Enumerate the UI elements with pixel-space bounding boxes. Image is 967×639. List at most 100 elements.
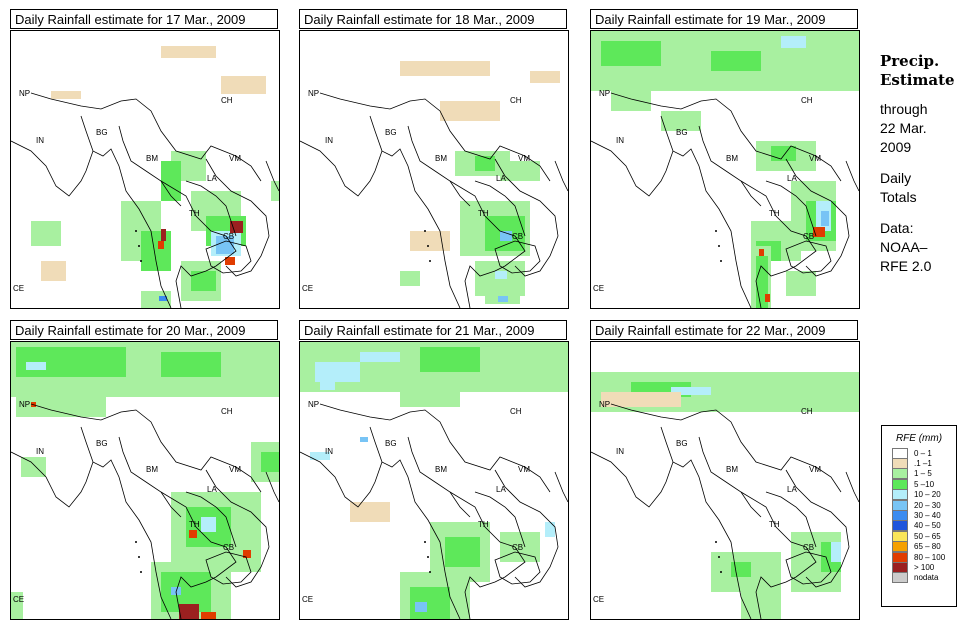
rain-patch xyxy=(161,46,216,58)
legend-item: > 100 xyxy=(892,562,956,573)
island-dot xyxy=(427,245,429,247)
legend-label: 80 – 100 xyxy=(914,552,946,562)
country-label-ch: CH xyxy=(801,96,813,105)
rain-patch xyxy=(360,352,400,362)
country-label-th: TH xyxy=(478,209,489,218)
rain-patch xyxy=(601,41,661,66)
rain-patch xyxy=(500,161,540,181)
legend-label: > 100 xyxy=(914,562,935,572)
country-label-np: NP xyxy=(19,89,30,98)
country-label-vm: VM xyxy=(518,154,530,163)
map-svg: NP CH IN BG BM VM LA TH CB CE xyxy=(300,342,568,619)
country-label-vm: VM xyxy=(809,465,821,474)
boundary-line xyxy=(319,92,551,182)
boundary-line xyxy=(474,180,526,237)
map-panel-19-mar: Daily Rainfall estimate for 19 Mar., 200… xyxy=(590,9,860,309)
country-label-cb: CB xyxy=(223,232,234,241)
rain-patch xyxy=(500,532,540,562)
country-label-cb: CB xyxy=(223,543,234,552)
rainfall-map: NP CH IN BG BM VM LA TH CB CE xyxy=(299,341,569,620)
boundary-line xyxy=(80,115,182,207)
rain-patch xyxy=(161,161,181,201)
rain-patch xyxy=(216,236,234,254)
rain-patch xyxy=(161,229,166,241)
side-caption: Precip. Estimate through 22 Mar. 2009 Da… xyxy=(880,52,966,276)
caption-through: through xyxy=(880,101,928,117)
rain-patch xyxy=(315,362,360,382)
boundary-line xyxy=(785,469,850,588)
rain-patch xyxy=(320,382,335,390)
country-label-vm: VM xyxy=(229,465,241,474)
boundary-line xyxy=(554,471,568,503)
rain-patch xyxy=(189,530,197,538)
country-label-ch: CH xyxy=(801,407,813,416)
legend-item: 0 – 1 xyxy=(892,447,956,459)
legend-label: 0 – 1 xyxy=(914,448,932,458)
rain-patch xyxy=(400,392,460,407)
country-label-bg: BG xyxy=(96,128,108,137)
country-label-th: TH xyxy=(189,520,200,529)
legend-swatch xyxy=(892,458,908,470)
legend-label: .1 –1 xyxy=(914,459,932,469)
boundary-line xyxy=(660,115,762,207)
boundary-line xyxy=(610,403,842,493)
boundary-line xyxy=(591,140,752,308)
caption-totals: Totals xyxy=(880,189,917,205)
country-label-la: LA xyxy=(496,174,506,183)
rain-patch xyxy=(16,397,106,417)
rain-patch xyxy=(400,61,490,76)
country-label-ce: CE xyxy=(302,595,313,604)
rain-patch xyxy=(611,91,651,111)
country-label-ch: CH xyxy=(510,407,522,416)
caption-date-day: 22 Mar. xyxy=(880,120,927,136)
country-label-np: NP xyxy=(19,400,30,409)
legend-item: nodata xyxy=(892,572,956,584)
island-dot xyxy=(715,230,717,232)
country-label-ce: CE xyxy=(13,284,24,293)
boundary-line xyxy=(369,115,471,207)
country-label-np: NP xyxy=(599,89,610,98)
boundary-line xyxy=(160,180,237,308)
country-label-in: IN xyxy=(325,136,333,145)
country-label-la: LA xyxy=(207,485,217,494)
boundary-line xyxy=(319,403,551,493)
country-label-bm: BM xyxy=(435,465,447,474)
rain-patch xyxy=(671,387,711,395)
boundary-line xyxy=(265,471,279,503)
boundary-line xyxy=(610,92,842,182)
rain-patch xyxy=(475,156,495,171)
rainfall-map: NP CH IN BG BM VM LA TH CB CE xyxy=(590,30,860,309)
boundary-line xyxy=(494,240,541,274)
rain-patch xyxy=(261,452,279,472)
island-dot xyxy=(140,571,142,573)
rain-patch xyxy=(179,604,199,619)
boundary-line xyxy=(449,491,526,619)
country-label-bg: BG xyxy=(676,128,688,137)
legend-swatch xyxy=(892,447,908,459)
rain-patch xyxy=(410,231,450,251)
rain-patch xyxy=(141,231,171,271)
country-label-la: LA xyxy=(787,174,797,183)
country-label-bg: BG xyxy=(96,439,108,448)
country-label-bg: BG xyxy=(676,439,688,448)
legend-item: 40 – 50 xyxy=(892,520,956,532)
legend-label: 40 – 50 xyxy=(914,521,941,531)
country-label-bg: BG xyxy=(385,439,397,448)
country-label-ch: CH xyxy=(510,96,522,105)
rain-patch xyxy=(230,221,243,233)
island-dot xyxy=(429,260,431,262)
country-label-ce: CE xyxy=(593,595,604,604)
country-label-in: IN xyxy=(616,447,624,456)
legend-swatch xyxy=(892,530,908,542)
panel-title: Daily Rainfall estimate for 17 Mar., 200… xyxy=(10,9,278,29)
rain-patch xyxy=(759,249,764,256)
country-label-vm: VM xyxy=(229,154,241,163)
legend-swatch xyxy=(892,541,908,553)
legend-item: 20 – 30 xyxy=(892,499,956,511)
caption-heading-precip: Precip. xyxy=(880,52,940,70)
rain-patch xyxy=(495,271,507,279)
boundary-line xyxy=(740,491,817,619)
legend-swatch xyxy=(892,551,908,563)
legend-item: 10 – 20 xyxy=(892,489,956,501)
boundary-line xyxy=(591,451,752,619)
